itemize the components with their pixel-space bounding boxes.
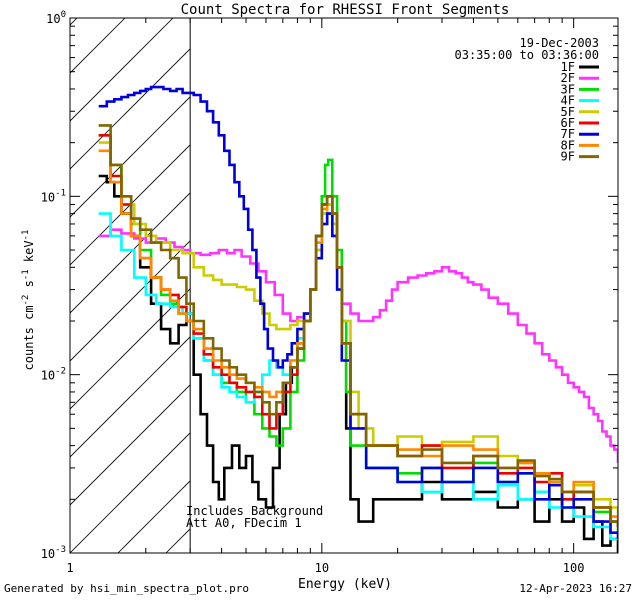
legend-label-1f: 1F — [561, 60, 575, 74]
y-axis-label: counts cm-2 s-1 keV-1 — [21, 230, 36, 371]
x-axis: 1 10 100 — [66, 18, 584, 575]
series-line-5f — [98, 141, 618, 517]
hatch-line — [70, 432, 191, 553]
footer-timestamp: 12-Apr-2023 16:27 — [519, 582, 632, 595]
series-line-7f — [98, 85, 618, 539]
series-line-6f — [98, 134, 618, 527]
y-tick-label: 10-2 — [41, 367, 66, 383]
series-group — [98, 85, 618, 553]
legend-label-8f: 8F — [561, 138, 575, 152]
legend-label-6f: 6F — [561, 116, 575, 130]
series-line-9f — [98, 124, 618, 527]
legend-label-7f: 7F — [561, 127, 575, 141]
x-tick-label: 1 — [66, 561, 73, 575]
hatch-line — [70, 240, 191, 362]
legend-label-3f: 3F — [561, 82, 575, 96]
hatch-line — [598, 0, 640, 553]
plot-frame — [69, 17, 619, 554]
hatch-line — [262, 0, 640, 553]
footer-generated-by: Generated by hsi_min_spectra_plot.pro — [4, 582, 250, 595]
x-tick-label: 10 — [315, 561, 329, 575]
hatch-line — [310, 0, 640, 553]
series-line-1f — [98, 174, 618, 553]
legend-label-9f: 9F — [561, 150, 575, 164]
y-tick-label: 10-3 — [41, 545, 66, 561]
hatch-line — [70, 144, 191, 266]
chart-title: Count Spectra for RHESSI Front Segments — [181, 2, 510, 18]
series-line-2f — [98, 212, 618, 463]
y-tick-label: 100 — [46, 10, 66, 26]
hatch-line — [70, 18, 78, 26]
legend-label-5f: 5F — [561, 105, 575, 119]
legend-label-2f: 2F — [561, 71, 575, 85]
annotation-background: Includes Background — [186, 504, 323, 518]
y-tick-label: 10-1 — [41, 188, 66, 204]
annotation-attenuator: Att A0, FDecim 1 — [186, 516, 302, 530]
info-time-range: 03:35:00 to 03:36:00 — [455, 48, 600, 62]
attenuator-hatch-region — [70, 0, 640, 553]
legend-label-4f: 4F — [561, 94, 575, 108]
info-date: 19-Dec-2003 — [520, 36, 599, 50]
hatch-line — [70, 18, 174, 122]
hatch-line — [70, 384, 191, 506]
x-tick-label: 100 — [563, 561, 585, 575]
hatch-line — [70, 192, 191, 314]
y-axis: 100 10-1 10-2 10-3 — [41, 10, 618, 561]
x-axis-label: Energy (keV) — [298, 577, 392, 592]
hatch-line — [454, 0, 640, 553]
